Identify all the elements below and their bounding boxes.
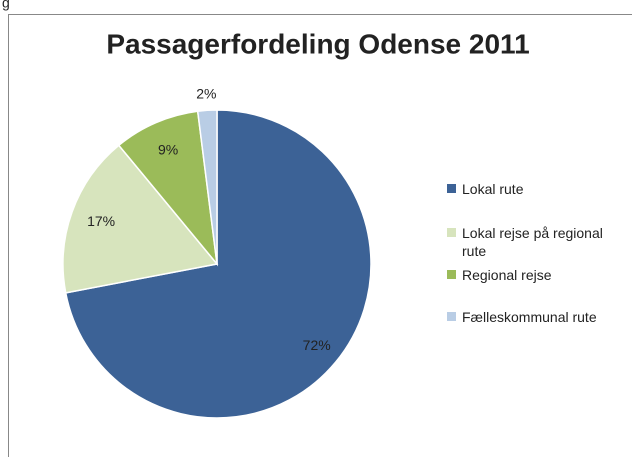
data-label: 2% — [196, 86, 216, 102]
legend-label: Lokal rejse på regional rute — [462, 225, 603, 259]
legend-label: Regional rejse — [462, 267, 552, 283]
legend-label: Lokal rute — [462, 181, 524, 197]
legend-swatch — [447, 228, 456, 237]
chart-title: Passagerfordeling Odense 2011 — [106, 28, 529, 59]
legend-item: Regional rejse — [447, 266, 630, 284]
legend-item: Fælleskommunal rute — [447, 308, 630, 326]
pie-slice — [117, 110, 219, 267]
legend-swatch — [447, 184, 456, 193]
legend-item: Lokal rejse på regional rute — [447, 224, 630, 260]
pie-slice — [64, 109, 372, 419]
legend-swatch — [447, 270, 456, 279]
legend-swatch — [447, 312, 456, 321]
legend-item: Lokal rute — [447, 180, 630, 198]
chart-border — [8, 14, 632, 457]
data-label: 17% — [87, 213, 115, 229]
pie-slice — [196, 109, 218, 265]
caption-fragment: g — [2, 0, 10, 11]
data-label: 9% — [158, 142, 178, 158]
data-label: 72% — [303, 337, 331, 353]
pie-slice — [62, 144, 219, 294]
legend-label: Fælleskommunal rute — [462, 309, 597, 325]
